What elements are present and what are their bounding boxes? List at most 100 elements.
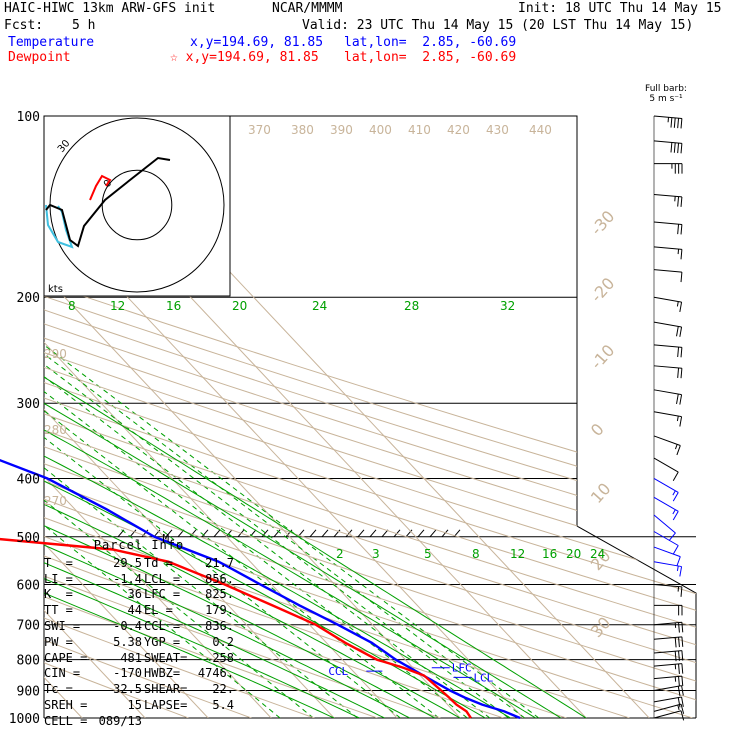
index-name: T = <box>44 555 73 570</box>
fcst-label: Fcst: <box>4 18 44 33</box>
freezing-hatch <box>189 529 197 538</box>
mixing-ratio-label: 16 <box>542 547 557 561</box>
index-name-2: Td = <box>144 555 173 570</box>
mixing-ratio-label: 24 <box>590 547 605 561</box>
wind-barb <box>653 140 683 154</box>
index-name-2 <box>144 714 196 730</box>
index-name: TT = <box>44 603 73 618</box>
dewpoint-legend: Dewpoint <box>8 50 71 65</box>
barb-key-line1: Full barb: <box>645 84 687 94</box>
theta-label: 430 <box>486 123 509 137</box>
wind-barb <box>654 604 683 616</box>
model-title: HAIC-HIWC 13km ARW-GFS init <box>4 1 216 16</box>
index-value: -1.4 <box>113 571 142 586</box>
moist-adiabat <box>44 296 436 718</box>
hodograph-units-label: kts <box>48 284 63 295</box>
dry-adiabat <box>44 116 378 718</box>
dry-adiabat <box>44 116 696 718</box>
parcel-info-row: TT = 44 EL = 179. <box>44 603 234 619</box>
dry-adiabat <box>44 116 696 718</box>
mixing-ratio-label: 8 <box>68 299 76 313</box>
freezing-hatch <box>213 529 221 538</box>
lcl-label: LCL <box>473 671 493 684</box>
dry-adiabat <box>44 116 696 718</box>
freezing-hatch <box>309 529 317 538</box>
index-value: 32.5 <box>113 682 142 697</box>
wind-barb <box>653 496 679 521</box>
index-name: K = <box>44 587 73 602</box>
dry-adiabat <box>44 116 696 718</box>
index-name: Tc = <box>44 682 73 697</box>
parcel-info-title: Parcel Info <box>93 538 185 552</box>
pressure-tick-label: 200 <box>17 291 40 306</box>
wind-barb <box>653 365 683 379</box>
moist-adiabat <box>44 296 562 718</box>
dry-adiabat <box>44 116 504 718</box>
dry-adiabat <box>44 116 441 718</box>
pressure-tick-label: 100 <box>17 110 40 125</box>
moist-adiabat <box>44 296 385 718</box>
parcel-info-row: LI = -1.4 LCL = 856. <box>44 572 234 588</box>
org-label: NCAR/MMMM <box>272 1 343 16</box>
wind-barb <box>653 321 683 337</box>
freezing-hatch <box>321 529 329 538</box>
index-name-2: YGP = <box>144 634 181 649</box>
wind-barb <box>653 561 683 577</box>
index-value: 481 <box>120 650 142 665</box>
barb-key-line2: 5 m s⁻¹ <box>649 94 683 104</box>
index-value-2 <box>196 714 234 730</box>
init-time: Init: 18 UTC Thu 14 May 15 <box>518 1 722 16</box>
pressure-tick-label: 500 <box>17 531 40 546</box>
index-value-2: 825. <box>205 587 234 602</box>
dry-adiabat <box>44 116 696 718</box>
pressure-tick-label: 300 <box>17 397 40 412</box>
parcel-info-row: SWI = -0.4 CCL = 836. <box>44 619 234 635</box>
melting-label: M <box>162 532 169 545</box>
wind-barb <box>653 269 683 283</box>
freezing-hatch <box>429 529 437 538</box>
mixing-ratio-line <box>44 296 468 718</box>
freezing-hatch <box>417 529 425 538</box>
dry-adiabat <box>44 116 696 718</box>
wind-barb <box>653 636 684 648</box>
index-value-2: 21.7 <box>205 555 234 570</box>
hodograph-mid-trace <box>89 174 112 201</box>
lfc-label: LFC <box>452 662 472 675</box>
parcel-info-row: CAPE = 481 SWEAT= 258 <box>44 651 234 667</box>
index-name-2: CCL = <box>144 618 181 633</box>
parcel-info-rows: T = 29.5 Td = 21.7 LI = -1.4 LCL = 856. K = 36 LFC… <box>44 556 234 730</box>
isotherm-line <box>44 116 146 718</box>
theta-label: 290 <box>44 347 67 361</box>
index-value-2: 836. <box>205 618 234 633</box>
freezing-hatch <box>405 529 413 538</box>
hodograph-upper-trace <box>45 156 171 248</box>
chart-header: HAIC-HIWC 13km ARW-GFS init NCAR/MMMM In… <box>0 0 740 68</box>
wind-barb <box>653 650 684 662</box>
isotherm-label: -30 <box>587 207 619 239</box>
dewpoint-line <box>0 537 472 719</box>
index-value-2: 22. <box>212 682 234 697</box>
dry-adiabat <box>44 116 696 718</box>
isotherm-label: 10 <box>587 479 615 507</box>
freezing-hatch <box>249 529 257 538</box>
wind-barb <box>653 221 683 235</box>
index-name-2: LFC = <box>144 587 181 602</box>
wind-barb <box>653 344 683 358</box>
wind-barb <box>653 685 684 697</box>
valid-time: Valid: 23 UTC Thu 14 May 15 (20 LST Thu … <box>302 18 694 33</box>
wind-barb <box>653 514 676 541</box>
index-name-2: SHEAR= <box>144 682 188 697</box>
pressure-tick-label: 600 <box>17 578 40 593</box>
barb-key: Full barb: 5 m s⁻¹ <box>636 84 696 104</box>
index-value: 5.38 <box>113 634 142 649</box>
theta-label: 270 <box>44 494 67 508</box>
moist-adiabat <box>44 296 486 718</box>
freezing-hatch <box>225 529 233 538</box>
wind-barb <box>653 411 683 427</box>
wind-barb <box>653 246 683 260</box>
dry-adiabat <box>44 116 696 718</box>
freezing-hatch <box>129 529 137 538</box>
moist-adiabats <box>44 296 587 718</box>
moist-adiabat <box>44 296 537 718</box>
